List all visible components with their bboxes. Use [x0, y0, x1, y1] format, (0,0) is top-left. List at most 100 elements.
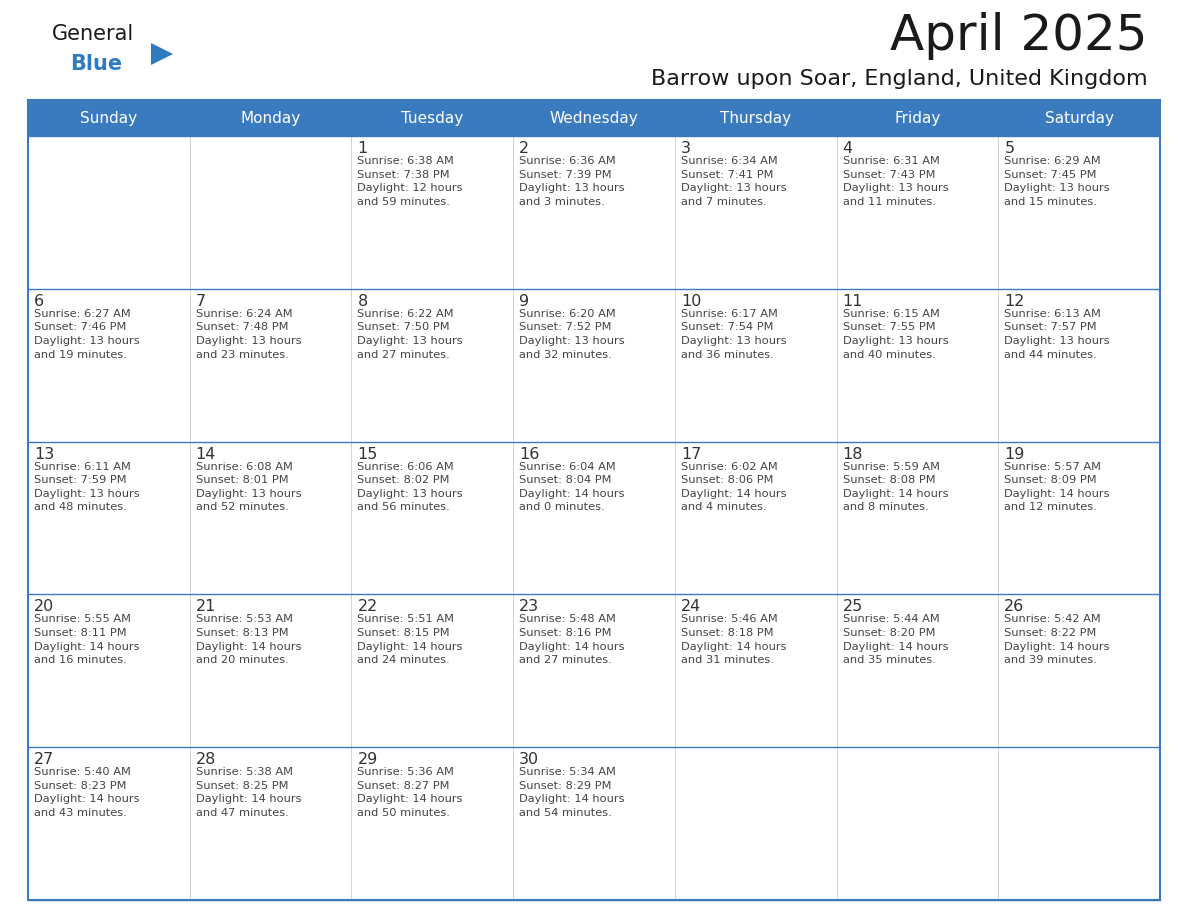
Text: 2: 2 [519, 141, 530, 156]
Bar [998, 747, 1159, 900]
Bar [190, 136, 352, 289]
Text: 27: 27 [34, 752, 55, 767]
Bar [513, 136, 675, 289]
Bar [352, 747, 513, 900]
Text: 9: 9 [519, 294, 530, 308]
Text: Thursday: Thursday [720, 110, 791, 126]
Text: Sunrise: 6:11 AM
Sunset: 7:59 PM
Daylight: 13 hours
and 48 minutes.: Sunrise: 6:11 AM Sunset: 7:59 PM Dayligh… [34, 462, 140, 512]
Text: 12: 12 [1004, 294, 1025, 308]
Bar [352, 594, 513, 747]
Text: Sunrise: 6:15 AM
Sunset: 7:55 PM
Daylight: 13 hours
and 40 minutes.: Sunrise: 6:15 AM Sunset: 7:55 PM Dayligh… [842, 308, 948, 360]
Text: 18: 18 [842, 446, 862, 462]
Text: 16: 16 [519, 446, 539, 462]
Bar [190, 289, 352, 442]
Text: Sunrise: 6:38 AM
Sunset: 7:38 PM
Daylight: 12 hours
and 59 minutes.: Sunrise: 6:38 AM Sunset: 7:38 PM Dayligh… [358, 156, 463, 207]
Bar [998, 594, 1159, 747]
Bar [998, 442, 1159, 594]
Text: General: General [52, 24, 134, 44]
Text: 22: 22 [358, 599, 378, 614]
Bar [836, 747, 998, 900]
Polygon shape [151, 43, 173, 65]
Bar [29, 594, 190, 747]
Bar [29, 747, 190, 900]
Text: 13: 13 [34, 446, 55, 462]
Text: 14: 14 [196, 446, 216, 462]
Text: 11: 11 [842, 294, 862, 308]
Text: Sunrise: 6:20 AM
Sunset: 7:52 PM
Daylight: 13 hours
and 32 minutes.: Sunrise: 6:20 AM Sunset: 7:52 PM Dayligh… [519, 308, 625, 360]
Text: 15: 15 [358, 446, 378, 462]
Text: 10: 10 [681, 294, 701, 308]
Text: 19: 19 [1004, 446, 1025, 462]
Text: Sunrise: 5:44 AM
Sunset: 8:20 PM
Daylight: 14 hours
and 35 minutes.: Sunrise: 5:44 AM Sunset: 8:20 PM Dayligh… [842, 614, 948, 666]
Bar [513, 442, 675, 594]
Text: 1: 1 [358, 141, 367, 156]
Bar [352, 289, 513, 442]
Text: Sunrise: 5:38 AM
Sunset: 8:25 PM
Daylight: 14 hours
and 47 minutes.: Sunrise: 5:38 AM Sunset: 8:25 PM Dayligh… [196, 767, 302, 818]
Text: 28: 28 [196, 752, 216, 767]
Bar [352, 136, 513, 289]
Bar [190, 747, 352, 900]
Text: Sunrise: 6:27 AM
Sunset: 7:46 PM
Daylight: 13 hours
and 19 minutes.: Sunrise: 6:27 AM Sunset: 7:46 PM Dayligh… [34, 308, 140, 360]
Bar [675, 289, 836, 442]
Text: 8: 8 [358, 294, 367, 308]
Bar [352, 442, 513, 594]
Text: Sunrise: 6:36 AM
Sunset: 7:39 PM
Daylight: 13 hours
and 3 minutes.: Sunrise: 6:36 AM Sunset: 7:39 PM Dayligh… [519, 156, 625, 207]
Bar [675, 747, 836, 900]
Text: Sunrise: 5:40 AM
Sunset: 8:23 PM
Daylight: 14 hours
and 43 minutes.: Sunrise: 5:40 AM Sunset: 8:23 PM Dayligh… [34, 767, 139, 818]
Text: Sunrise: 5:59 AM
Sunset: 8:08 PM
Daylight: 14 hours
and 8 minutes.: Sunrise: 5:59 AM Sunset: 8:08 PM Dayligh… [842, 462, 948, 512]
Bar [29, 442, 190, 594]
Text: 6: 6 [34, 294, 44, 308]
Bar [513, 289, 675, 442]
Bar [836, 289, 998, 442]
Text: Sunrise: 6:24 AM
Sunset: 7:48 PM
Daylight: 13 hours
and 23 minutes.: Sunrise: 6:24 AM Sunset: 7:48 PM Dayligh… [196, 308, 302, 360]
Bar [675, 442, 836, 594]
Text: Sunrise: 6:22 AM
Sunset: 7:50 PM
Daylight: 13 hours
and 27 minutes.: Sunrise: 6:22 AM Sunset: 7:50 PM Dayligh… [358, 308, 463, 360]
Text: Sunrise: 5:34 AM
Sunset: 8:29 PM
Daylight: 14 hours
and 54 minutes.: Sunrise: 5:34 AM Sunset: 8:29 PM Dayligh… [519, 767, 625, 818]
Text: Sunrise: 5:55 AM
Sunset: 8:11 PM
Daylight: 14 hours
and 16 minutes.: Sunrise: 5:55 AM Sunset: 8:11 PM Dayligh… [34, 614, 139, 666]
Text: Sunrise: 6:17 AM
Sunset: 7:54 PM
Daylight: 13 hours
and 36 minutes.: Sunrise: 6:17 AM Sunset: 7:54 PM Dayligh… [681, 308, 786, 360]
Bar [513, 747, 675, 900]
Text: 21: 21 [196, 599, 216, 614]
Text: Sunrise: 5:51 AM
Sunset: 8:15 PM
Daylight: 14 hours
and 24 minutes.: Sunrise: 5:51 AM Sunset: 8:15 PM Dayligh… [358, 614, 463, 666]
Bar [190, 442, 352, 594]
Text: Saturday: Saturday [1044, 110, 1113, 126]
Text: 4: 4 [842, 141, 853, 156]
Bar [513, 594, 675, 747]
Bar [836, 594, 998, 747]
Bar [998, 136, 1159, 289]
Text: Tuesday: Tuesday [402, 110, 463, 126]
Text: 3: 3 [681, 141, 691, 156]
Text: Friday: Friday [895, 110, 941, 126]
Text: Sunrise: 5:46 AM
Sunset: 8:18 PM
Daylight: 14 hours
and 31 minutes.: Sunrise: 5:46 AM Sunset: 8:18 PM Dayligh… [681, 614, 786, 666]
Bar [29, 289, 190, 442]
Text: Sunrise: 6:34 AM
Sunset: 7:41 PM
Daylight: 13 hours
and 7 minutes.: Sunrise: 6:34 AM Sunset: 7:41 PM Dayligh… [681, 156, 786, 207]
Text: Sunrise: 5:53 AM
Sunset: 8:13 PM
Daylight: 14 hours
and 20 minutes.: Sunrise: 5:53 AM Sunset: 8:13 PM Dayligh… [196, 614, 302, 666]
Text: Sunrise: 5:36 AM
Sunset: 8:27 PM
Daylight: 14 hours
and 50 minutes.: Sunrise: 5:36 AM Sunset: 8:27 PM Dayligh… [358, 767, 463, 818]
Text: 24: 24 [681, 599, 701, 614]
Bar [675, 136, 836, 289]
Bar [190, 594, 352, 747]
Text: Sunrise: 5:42 AM
Sunset: 8:22 PM
Daylight: 14 hours
and 39 minutes.: Sunrise: 5:42 AM Sunset: 8:22 PM Dayligh… [1004, 614, 1110, 666]
Text: Sunday: Sunday [81, 110, 138, 126]
Bar [675, 594, 836, 747]
Text: Sunrise: 6:31 AM
Sunset: 7:43 PM
Daylight: 13 hours
and 11 minutes.: Sunrise: 6:31 AM Sunset: 7:43 PM Dayligh… [842, 156, 948, 207]
Text: Sunrise: 6:06 AM
Sunset: 8:02 PM
Daylight: 13 hours
and 56 minutes.: Sunrise: 6:06 AM Sunset: 8:02 PM Dayligh… [358, 462, 463, 512]
Text: Barrow upon Soar, England, United Kingdom: Barrow upon Soar, England, United Kingdo… [651, 69, 1148, 89]
Text: 29: 29 [358, 752, 378, 767]
Text: April 2025: April 2025 [891, 12, 1148, 60]
Text: Wednesday: Wednesday [550, 110, 638, 126]
Text: Monday: Monday [240, 110, 301, 126]
Text: Sunrise: 6:13 AM
Sunset: 7:57 PM
Daylight: 13 hours
and 44 minutes.: Sunrise: 6:13 AM Sunset: 7:57 PM Dayligh… [1004, 308, 1110, 360]
Bar [29, 100, 1159, 136]
Bar [836, 136, 998, 289]
Text: Sunrise: 6:04 AM
Sunset: 8:04 PM
Daylight: 14 hours
and 0 minutes.: Sunrise: 6:04 AM Sunset: 8:04 PM Dayligh… [519, 462, 625, 512]
Bar [998, 289, 1159, 442]
Text: 17: 17 [681, 446, 701, 462]
Text: Sunrise: 5:48 AM
Sunset: 8:16 PM
Daylight: 14 hours
and 27 minutes.: Sunrise: 5:48 AM Sunset: 8:16 PM Dayligh… [519, 614, 625, 666]
Text: Sunrise: 6:29 AM
Sunset: 7:45 PM
Daylight: 13 hours
and 15 minutes.: Sunrise: 6:29 AM Sunset: 7:45 PM Dayligh… [1004, 156, 1110, 207]
Bar [29, 136, 190, 289]
Text: 25: 25 [842, 599, 862, 614]
Text: 7: 7 [196, 294, 206, 308]
Text: Sunrise: 6:08 AM
Sunset: 8:01 PM
Daylight: 13 hours
and 52 minutes.: Sunrise: 6:08 AM Sunset: 8:01 PM Dayligh… [196, 462, 302, 512]
Bar [836, 442, 998, 594]
